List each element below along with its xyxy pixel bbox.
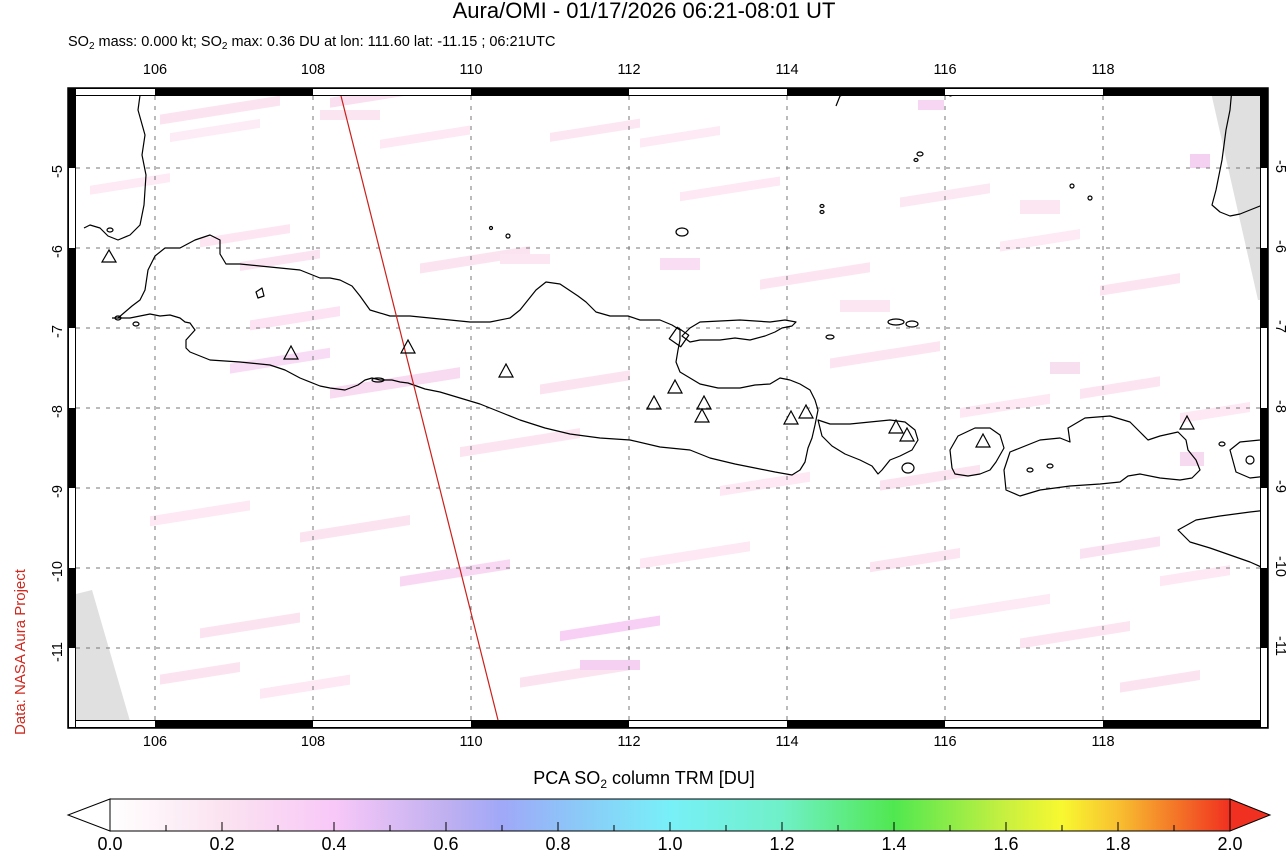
so2-label: SO xyxy=(200,34,222,50)
coastline-sumba xyxy=(1177,510,1260,568)
colorbar-tick-8: 1.6 xyxy=(993,834,1019,854)
lat-tick-left--6: -6 xyxy=(50,245,66,258)
volcano-icon xyxy=(399,338,417,354)
lat-tick-right--6: -6 xyxy=(1272,240,1288,253)
so2-max-text: max: 0.36 DU at lon: 111.60 lat: -11.15 … xyxy=(227,34,556,50)
volcano-icon xyxy=(974,432,992,448)
volcano-icon xyxy=(497,362,515,378)
colorbar-tick-4: 0.8 xyxy=(545,834,571,854)
map-title: Aura/OMI - 01/17/2026 06:21-08:01 UT xyxy=(452,0,836,23)
colorbar-tick-2: 0.4 xyxy=(321,834,347,854)
lon-tick-bottom-114: 114 xyxy=(775,734,799,750)
lat-tick-left--9: -9 xyxy=(50,485,66,498)
lat-tick-left--8: -8 xyxy=(50,405,66,418)
volcano-icon xyxy=(695,394,713,410)
volcano-icon xyxy=(782,409,800,425)
volcano-icon xyxy=(282,344,300,360)
colorbar-tick-3: 0.6 xyxy=(433,834,459,854)
coastline-madura xyxy=(681,319,797,343)
lat-tick-left--7: -7 xyxy=(50,325,66,338)
colorbar-tick-10: 2.0 xyxy=(1217,834,1243,854)
colorbar-title-post: column TRM [DU] xyxy=(607,768,755,788)
coastline-borneo xyxy=(835,96,842,107)
lon-tick-bottom-116: 116 xyxy=(933,734,957,750)
colorbar-title-pre: PCA SO xyxy=(533,768,601,788)
lon-tick-bottom-110: 110 xyxy=(459,734,483,750)
colorbar xyxy=(66,798,1272,832)
graticule xyxy=(76,96,1260,720)
so2-subscript: 2 xyxy=(221,41,228,52)
lon-tick-top-106: 106 xyxy=(142,62,168,78)
orbit-track-line xyxy=(340,96,499,720)
coastline-sumatra xyxy=(83,96,147,241)
colorbar-tick-7: 1.4 xyxy=(881,834,907,854)
lat-tick-left--10: -10 xyxy=(50,561,66,582)
lat-tick-right--10: -10 xyxy=(1272,556,1288,577)
coastline-sulawesi xyxy=(1211,96,1260,217)
lat-tick-right--8: -8 xyxy=(1272,400,1288,413)
colorbar-tick-6: 1.2 xyxy=(769,834,795,854)
coastline-sumbawa xyxy=(1003,415,1201,497)
coastline-bali xyxy=(817,419,919,475)
lon-tick-bottom-118: 118 xyxy=(1091,734,1115,750)
colorbar-max-arrow xyxy=(1229,798,1272,832)
colorbar-tick-9: 1.8 xyxy=(1105,834,1131,854)
coastlines xyxy=(83,96,1260,568)
volcano-icon xyxy=(898,426,916,442)
lat-tick-right--5: -5 xyxy=(1272,160,1288,173)
lat-tick-right--11: -11 xyxy=(1272,636,1288,656)
so2-subscript: 2 xyxy=(88,41,95,52)
lon-tick-top-114: 114 xyxy=(775,62,799,78)
so2-pixels xyxy=(90,96,1250,699)
volcano-icon xyxy=(666,378,684,394)
lon-tick-top-118: 118 xyxy=(1091,62,1115,78)
map-plot-area xyxy=(76,96,1260,720)
coastline-flores xyxy=(1229,439,1260,479)
coastline-java xyxy=(112,234,819,476)
colorbar-min-arrow xyxy=(66,798,111,832)
lat-tick-left--11: -11 xyxy=(50,642,66,662)
no-data-swath-left xyxy=(76,590,130,720)
volcano-icon xyxy=(797,403,815,419)
so2-label: SO xyxy=(68,34,89,50)
volcano-icon xyxy=(693,407,711,423)
lat-tick-right--7: -7 xyxy=(1272,320,1288,333)
so2-summary: SO2 mass: 0.000 kt; SO2 max: 0.36 DU at … xyxy=(68,34,555,52)
lon-tick-top-116: 116 xyxy=(933,62,957,78)
volcano-icon xyxy=(645,394,663,410)
lon-tick-bottom-106: 106 xyxy=(142,734,168,750)
colorbar-tick-1: 0.2 xyxy=(209,834,235,854)
volcano-icon xyxy=(1178,414,1196,430)
lat-tick-right--9: -9 xyxy=(1272,480,1288,493)
lon-tick-top-108: 108 xyxy=(300,62,326,78)
volcano-icon xyxy=(887,418,905,434)
colorbar-tick-0: 0.0 xyxy=(97,834,123,854)
lon-tick-top-110: 110 xyxy=(459,62,483,78)
volcano-icon xyxy=(100,248,118,263)
so2-mass-text: mass: 0.000 kt; xyxy=(94,34,201,50)
colorbar-title: PCA SO2 column TRM [DU] xyxy=(0,768,1288,791)
lon-tick-bottom-112: 112 xyxy=(617,734,641,750)
lon-tick-top-112: 112 xyxy=(617,62,641,78)
colorbar-title-subscript: 2 xyxy=(600,777,607,791)
lat-tick-left--5: -5 xyxy=(50,165,66,178)
lon-tick-bottom-108: 108 xyxy=(300,734,326,750)
volcano-markers xyxy=(100,248,1196,448)
colorbar-tick-5: 1.0 xyxy=(657,834,683,854)
coastline-lombok xyxy=(949,427,1005,477)
